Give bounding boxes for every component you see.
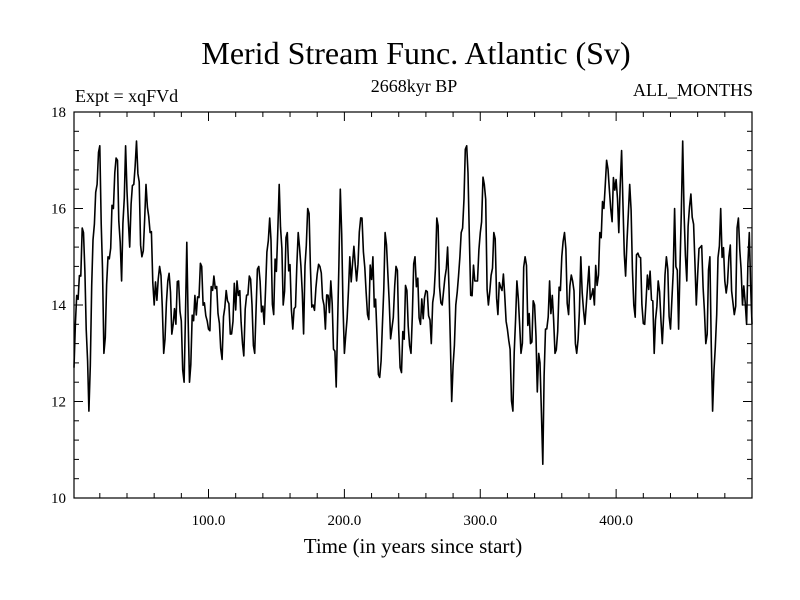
y-tick-label: 14 bbox=[51, 298, 67, 314]
axis-tick-labels: 100.0 200.0 300.0 400.0 10 12 14 16 18 bbox=[51, 105, 633, 529]
x-tick-label: 300.0 bbox=[463, 513, 497, 529]
y-tick-label: 18 bbox=[51, 105, 66, 121]
x-tick-label: 100.0 bbox=[192, 513, 226, 529]
months-label: ALL_MONTHS bbox=[633, 80, 753, 100]
x-tick-label: 200.0 bbox=[328, 513, 362, 529]
chart-title: Merid Stream Func. Atlantic (Sv) bbox=[201, 35, 630, 71]
y-tick-label: 10 bbox=[51, 491, 66, 507]
axis-ticks bbox=[74, 111, 752, 499]
y-tick-label: 12 bbox=[51, 395, 66, 411]
x-tick-label: 400.0 bbox=[599, 513, 633, 529]
experiment-label: Expt = xqFVd bbox=[75, 86, 178, 106]
period-label: 2668kyr BP bbox=[371, 76, 458, 96]
y-tick-label: 16 bbox=[51, 202, 67, 218]
x-axis-label: Time (in years since start) bbox=[304, 534, 523, 558]
series-line bbox=[73, 140, 753, 465]
